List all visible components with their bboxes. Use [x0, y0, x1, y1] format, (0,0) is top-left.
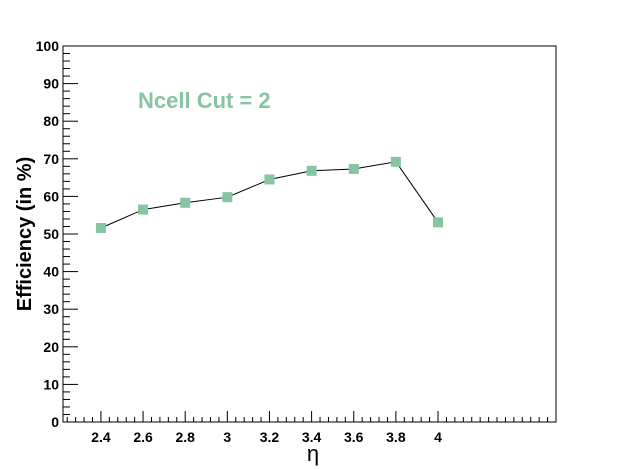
y-tick-label: 60 — [43, 188, 59, 204]
x-tick-label: 2.4 — [91, 429, 111, 445]
data-markers — [95, 156, 444, 233]
y-axis-ticks — [63, 45, 78, 423]
x-tick-label: 2.6 — [133, 429, 153, 445]
x-tick-label: 3.6 — [344, 429, 364, 445]
y-tick-label: 20 — [43, 339, 59, 355]
annotation-text: Ncell Cut = 2 — [138, 88, 271, 113]
data-point — [306, 165, 317, 176]
y-axis-label: Efficiency (in %) — [14, 157, 36, 311]
data-point — [433, 217, 444, 228]
data-point — [390, 156, 401, 167]
x-axis-tick-labels: 2.4 2.6 2.8 3 3.2 3.4 3.6 3.8 4 — [91, 429, 442, 445]
x-tick-label: 2.8 — [175, 429, 195, 445]
x-tick-label: 3.2 — [260, 429, 280, 445]
y-tick-label: 0 — [51, 414, 59, 430]
y-axis-tick-labels: 0 10 20 30 40 50 60 70 80 90 100 — [36, 38, 60, 430]
x-tick-label: 3.8 — [386, 429, 406, 445]
y-tick-label: 40 — [43, 264, 59, 280]
x-axis-ticks — [66, 411, 549, 422]
x-tick-label: 3.4 — [302, 429, 322, 445]
series-line — [100, 161, 439, 229]
data-point — [348, 163, 359, 174]
data-point — [180, 197, 191, 208]
y-tick-label: 50 — [43, 226, 59, 242]
x-axis-label: η — [307, 441, 319, 466]
y-tick-label: 100 — [36, 38, 60, 54]
y-tick-label: 80 — [43, 113, 59, 129]
y-tick-label: 90 — [43, 76, 59, 92]
plot-frame — [62, 45, 557, 423]
data-point — [95, 222, 106, 233]
data-point — [222, 192, 233, 203]
x-tick-label: 4 — [434, 429, 442, 445]
data-point — [138, 204, 149, 215]
y-tick-label: 70 — [43, 151, 59, 167]
x-tick-label: 3 — [223, 429, 231, 445]
data-point — [264, 174, 275, 185]
y-tick-label: 30 — [43, 301, 59, 317]
y-tick-label: 10 — [43, 376, 59, 392]
